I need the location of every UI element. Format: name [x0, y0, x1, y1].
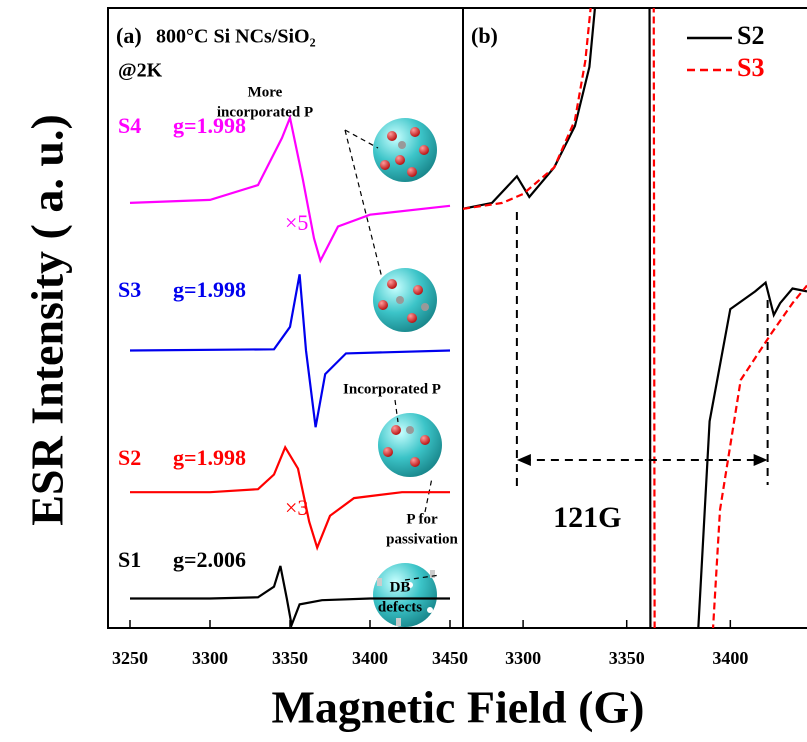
x-tick-label: 3300 [192, 648, 228, 668]
annotation: DB [390, 579, 411, 595]
series-label: S2 [118, 445, 141, 470]
legend-label: S3 [737, 53, 764, 82]
x-tick-label: 3300 [505, 648, 541, 668]
panel-title: 800°C Si NCs/SiO₂ [156, 26, 316, 48]
annotation: More [248, 84, 283, 100]
annotation: defects [378, 599, 422, 615]
g-factor-label: g=1.998 [173, 277, 246, 302]
figure: ESR Intensity ( a. u.) Magnetic Field (G… [0, 0, 807, 742]
series-label: S3 [118, 277, 141, 302]
x-tick-label: 3400 [712, 648, 748, 668]
series-label: S1 [118, 547, 141, 572]
plot-area [463, 0, 807, 687]
span-marker [517, 212, 768, 490]
panel-label: (a) [116, 23, 142, 48]
legend-label: S2 [737, 21, 764, 50]
g-factor-label: g=1.998 [173, 113, 246, 138]
x-tick-label: 3350 [609, 648, 645, 668]
annotation: P for [406, 511, 438, 527]
x-axis-label: Magnetic Field (G) [271, 682, 644, 733]
annotation: passivation [386, 531, 458, 547]
x-tick-label: 3400 [352, 648, 388, 668]
x-tick-label: 3450 [432, 648, 468, 668]
y-axis-label: ESR Intensity ( a. u.) [22, 114, 73, 526]
panel-b-frame [463, 8, 807, 628]
g-factor-label: g=2.006 [173, 547, 246, 572]
x-tick-label: 3250 [112, 648, 148, 668]
factor-label: ×5 [285, 210, 308, 235]
spectrum-line [463, 0, 807, 687]
factor-label: ×3 [285, 495, 308, 520]
g-factor-label: g=1.998 [173, 445, 246, 470]
nanocrystal-icons [373, 118, 442, 627]
annotation: Incorporated P [343, 381, 441, 397]
series-label: S4 [118, 113, 141, 138]
panel-label: (b) [471, 23, 498, 48]
x-tick-label: 3350 [272, 648, 308, 668]
condition: @2K [118, 60, 163, 82]
span-label: 121G [553, 501, 621, 534]
spectrum-line [463, 0, 807, 687]
